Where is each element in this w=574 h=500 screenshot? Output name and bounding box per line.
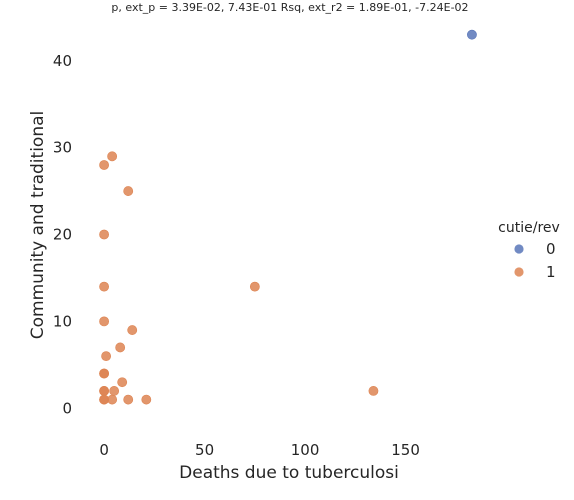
data-point-series-1 (127, 325, 138, 335)
legend-marker-0 (514, 244, 524, 254)
data-point-series-1 (123, 186, 134, 196)
data-point-series-1 (117, 377, 128, 388)
data-point-series-1 (99, 316, 109, 327)
legend-item-1: 1 (514, 263, 556, 281)
y-tick-label: 0 (62, 399, 72, 417)
legend-items: 01 (514, 240, 556, 281)
y-tick-label: 30 (53, 139, 72, 157)
x-tick-label: 150 (391, 441, 420, 459)
x-axis-ticks: 0 50 100 150 (99, 441, 420, 459)
y-tick-label: 10 (53, 312, 72, 330)
data-point-series-1 (99, 368, 109, 379)
data-point-series-1 (101, 351, 112, 362)
x-tick-label: 100 (291, 441, 320, 459)
x-tick-label: 50 (195, 441, 214, 459)
data-point-series-1 (115, 342, 126, 353)
y-axis-ticks: 0 10 20 30 40 (53, 52, 72, 418)
data-point-series-1 (99, 229, 109, 240)
y-axis-label: Community and traditional (28, 111, 48, 339)
data-points (99, 29, 477, 405)
data-point-series-1 (107, 394, 118, 405)
legend-label-0: 0 (546, 240, 556, 258)
y-tick-label: 20 (53, 226, 72, 244)
data-point-series-1 (109, 386, 120, 396)
data-point-series-1 (123, 394, 134, 405)
data-point-series-1 (107, 151, 118, 162)
legend-marker-1 (514, 267, 524, 277)
legend-item-0: 0 (514, 240, 556, 258)
data-point-series-1 (368, 386, 379, 396)
data-point-series-0 (467, 29, 477, 40)
x-axis-label: Deaths due to tuberculosi (179, 463, 399, 483)
data-point-series-1 (99, 160, 109, 170)
legend-label-1: 1 (546, 263, 556, 281)
legend-title: cutie/rev (498, 220, 560, 236)
data-point-series-1 (249, 281, 260, 292)
chart-title: p, ext_p = 3.39E-02, 7.43E-01 Rsq, ext_r… (111, 1, 468, 14)
data-point-series-1 (99, 386, 109, 396)
data-point-series-1 (141, 394, 152, 405)
data-point-series-1 (99, 281, 109, 292)
x-tick-label: 0 (99, 441, 109, 459)
y-tick-label: 40 (53, 52, 72, 70)
legend: cutie/rev 01 (498, 220, 560, 281)
